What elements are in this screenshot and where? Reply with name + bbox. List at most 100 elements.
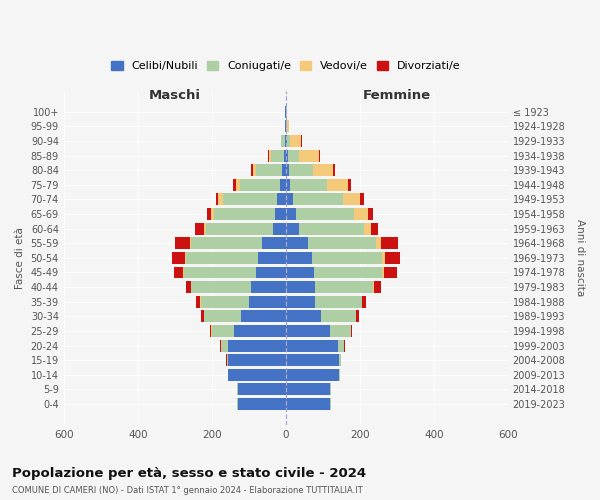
Bar — [239, 179, 280, 191]
Bar — [287, 120, 289, 132]
Bar — [319, 150, 320, 162]
Bar — [234, 325, 286, 337]
Bar — [376, 238, 381, 250]
Bar — [287, 135, 290, 147]
Bar — [268, 150, 269, 162]
Y-axis label: Anni di nascita: Anni di nascita — [575, 220, 585, 296]
Bar — [333, 164, 335, 176]
Bar — [277, 194, 286, 205]
Bar — [285, 135, 286, 147]
Bar — [373, 281, 374, 293]
Bar — [286, 164, 289, 176]
Bar — [313, 164, 333, 176]
Bar — [371, 222, 379, 234]
Bar — [258, 252, 286, 264]
Bar — [256, 164, 282, 176]
Bar — [347, 179, 351, 191]
Bar — [286, 222, 299, 234]
Bar — [204, 222, 206, 234]
Bar — [190, 238, 191, 250]
Bar — [269, 150, 271, 162]
Bar — [212, 325, 234, 337]
Bar — [321, 310, 356, 322]
Bar — [206, 222, 273, 234]
Bar — [184, 266, 256, 278]
Bar — [308, 238, 376, 250]
Bar — [286, 266, 314, 278]
Bar — [241, 310, 286, 322]
Bar — [201, 296, 249, 308]
Bar — [362, 296, 367, 308]
Bar — [251, 164, 253, 176]
Bar — [368, 208, 373, 220]
Bar — [382, 252, 385, 264]
Bar — [281, 135, 285, 147]
Bar — [214, 208, 275, 220]
Bar — [381, 238, 398, 250]
Bar — [215, 194, 218, 205]
Bar — [238, 384, 286, 396]
Bar — [211, 208, 214, 220]
Bar — [286, 384, 330, 396]
Bar — [223, 194, 277, 205]
Bar — [286, 208, 296, 220]
Bar — [207, 208, 211, 220]
Bar — [314, 266, 382, 278]
Bar — [286, 150, 287, 162]
Bar — [282, 164, 286, 176]
Bar — [185, 252, 186, 264]
Bar — [286, 120, 287, 132]
Bar — [227, 354, 229, 366]
Bar — [253, 164, 256, 176]
Bar — [289, 164, 313, 176]
Bar — [360, 194, 364, 205]
Bar — [296, 208, 353, 220]
Bar — [275, 208, 286, 220]
Bar — [284, 150, 286, 162]
Text: Maschi: Maschi — [149, 88, 201, 102]
Bar — [286, 368, 340, 380]
Bar — [286, 296, 316, 308]
Bar — [220, 340, 221, 351]
Bar — [327, 179, 347, 191]
Bar — [338, 340, 344, 351]
Text: Popolazione per età, sesso e stato civile - 2024: Popolazione per età, sesso e stato civil… — [12, 468, 366, 480]
Bar — [273, 222, 286, 234]
Bar — [384, 266, 397, 278]
Bar — [353, 208, 368, 220]
Bar — [221, 340, 229, 351]
Bar — [385, 252, 400, 264]
Bar — [286, 135, 287, 147]
Bar — [290, 179, 327, 191]
Bar — [271, 150, 284, 162]
Bar — [286, 194, 293, 205]
Bar — [251, 281, 286, 293]
Bar — [280, 179, 286, 191]
Bar — [174, 266, 184, 278]
Bar — [382, 266, 384, 278]
Bar — [286, 310, 321, 322]
Bar — [343, 194, 360, 205]
Bar — [286, 238, 308, 250]
Bar — [233, 179, 236, 191]
Bar — [229, 354, 286, 366]
Bar — [205, 310, 241, 322]
Text: COMUNE DI CAMERI (NO) - Dati ISTAT 1° gennaio 2024 - Elaborazione TUTTITALIA.IT: COMUNE DI CAMERI (NO) - Dati ISTAT 1° ge… — [12, 486, 363, 495]
Bar — [228, 368, 229, 380]
Bar — [195, 222, 204, 234]
Bar — [293, 194, 343, 205]
Bar — [229, 340, 286, 351]
Bar — [364, 222, 371, 234]
Bar — [229, 368, 286, 380]
Bar — [340, 354, 341, 366]
Bar — [191, 238, 262, 250]
Bar — [238, 398, 286, 410]
Bar — [284, 120, 286, 132]
Bar — [290, 135, 301, 147]
Bar — [209, 325, 211, 337]
Bar — [286, 398, 330, 410]
Bar — [374, 281, 381, 293]
Bar — [201, 310, 204, 322]
Bar — [196, 296, 200, 308]
Bar — [299, 150, 319, 162]
